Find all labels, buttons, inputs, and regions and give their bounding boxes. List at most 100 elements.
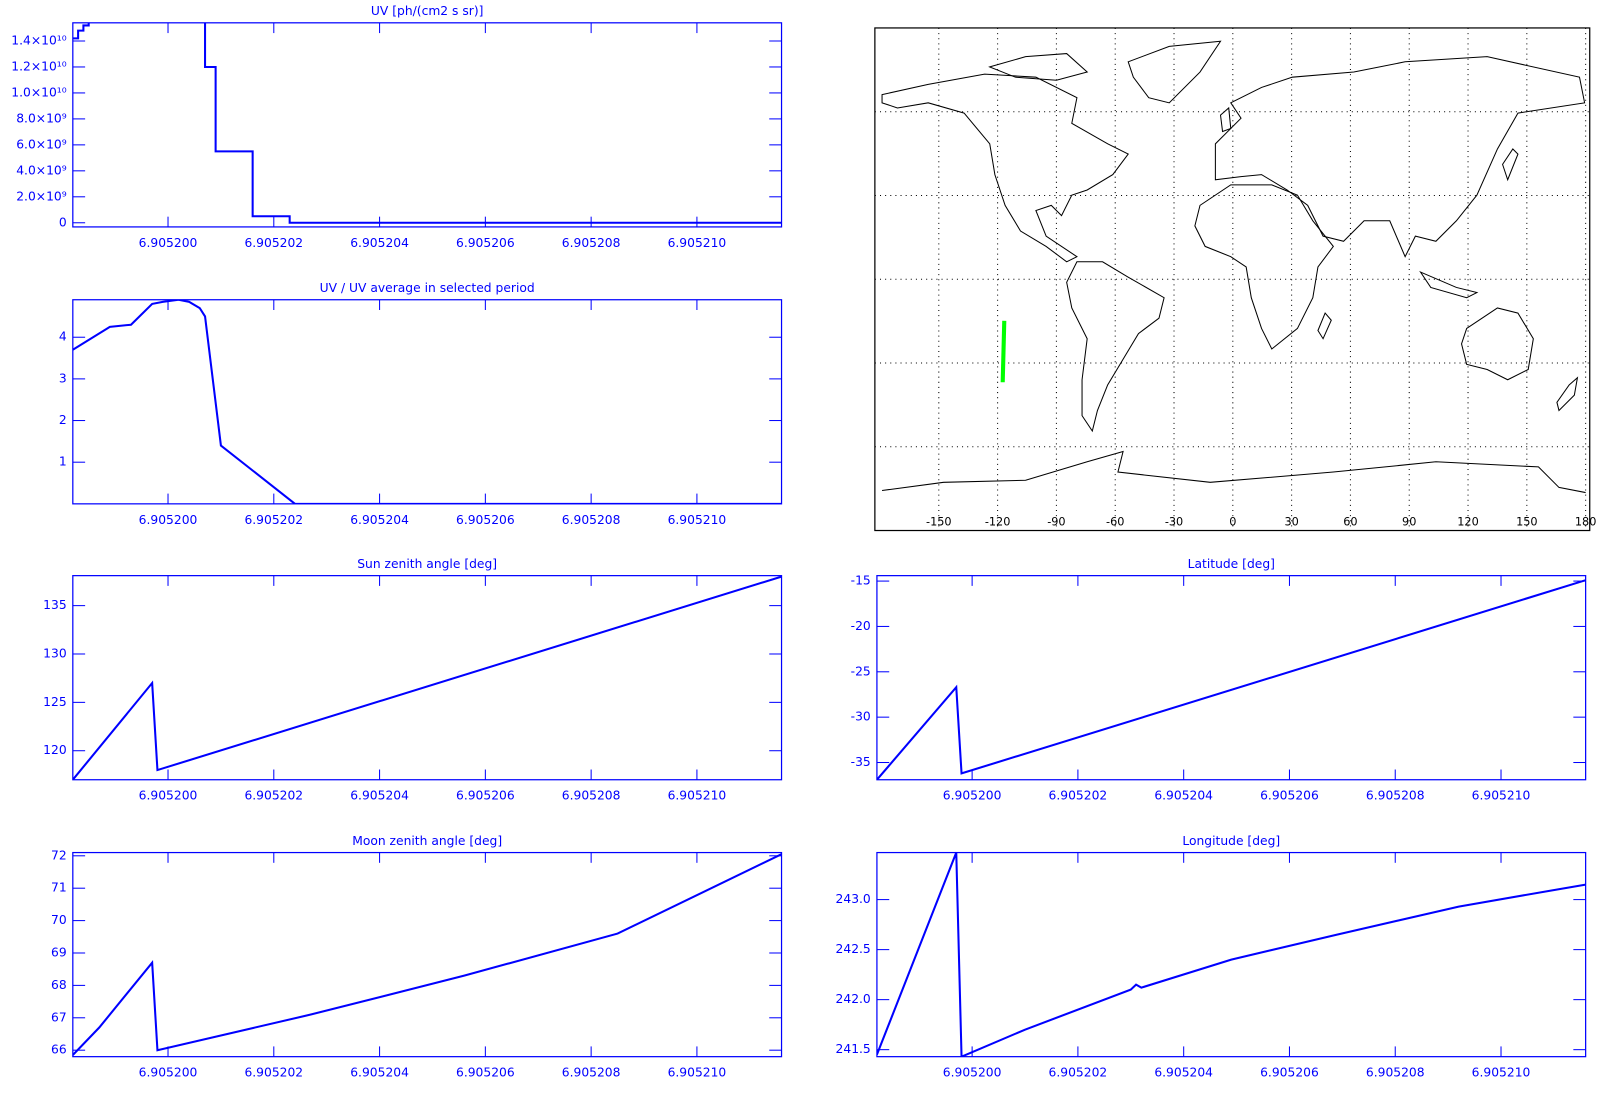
x-tick-label: 6.905200 bbox=[139, 236, 198, 250]
y-tick-label: 68 bbox=[51, 978, 67, 992]
coastlines bbox=[881, 40, 1586, 494]
y-tick-label: 130 bbox=[43, 646, 66, 660]
y-tick-label: 242.0 bbox=[836, 992, 871, 1006]
x-tick-label: 6.905200 bbox=[943, 789, 1002, 803]
x-tick-label: 6.905208 bbox=[562, 236, 621, 250]
y-tick-label: 125 bbox=[43, 695, 66, 709]
x-tick-label: 6.905202 bbox=[244, 1066, 303, 1080]
y-tick-label: 1.0×10¹⁰ bbox=[11, 85, 66, 99]
chart-title: Latitude [deg] bbox=[1188, 557, 1275, 571]
greenland bbox=[1127, 40, 1222, 104]
eurasia bbox=[1214, 56, 1586, 258]
x-tick-label: 120 bbox=[1457, 515, 1479, 528]
y-tick-label: -35 bbox=[851, 755, 871, 769]
y-tick-label: 6.0×10⁹ bbox=[16, 137, 67, 151]
north-america bbox=[881, 73, 1129, 263]
y-tick-label: 0 bbox=[59, 215, 67, 229]
south-america bbox=[1066, 261, 1165, 433]
x-tick-label: 150 bbox=[1516, 515, 1538, 528]
plot-frame bbox=[876, 575, 1587, 781]
x-tick-label: 6.905200 bbox=[139, 789, 198, 803]
ground-track bbox=[1000, 320, 1007, 383]
x-tick-label: 30 bbox=[1284, 515, 1298, 528]
series-line bbox=[72, 299, 782, 504]
x-tick-label: 6.905208 bbox=[1366, 1066, 1425, 1080]
x-tick-label: 6.905206 bbox=[456, 1066, 515, 1080]
x-tick-label: 6.905204 bbox=[350, 789, 409, 803]
x-tick-label: 6.905202 bbox=[1049, 1066, 1108, 1080]
x-tick-label: 6.905200 bbox=[139, 1066, 198, 1080]
y-tick-label: 135 bbox=[43, 598, 66, 612]
british-isles bbox=[1219, 106, 1232, 133]
y-tick-label: 66 bbox=[51, 1043, 67, 1057]
y-tick-label: 1.2×10¹⁰ bbox=[11, 59, 66, 73]
x-tick-label: 6.905208 bbox=[562, 1066, 621, 1080]
x-tick-label: 6.905202 bbox=[1049, 789, 1108, 803]
y-tick-label: 70 bbox=[51, 913, 67, 927]
chart-title: Longitude [deg] bbox=[1182, 834, 1280, 848]
x-tick-label: 6.905210 bbox=[668, 236, 727, 250]
x-tick-label: 6.905204 bbox=[1154, 789, 1213, 803]
plot-frame bbox=[876, 851, 1587, 1058]
series-line bbox=[72, 853, 782, 1056]
series-line bbox=[72, 575, 782, 780]
plot-frame bbox=[72, 22, 783, 228]
australia bbox=[1461, 307, 1534, 381]
y-tick-label: 71 bbox=[51, 881, 67, 895]
x-tick-label: -90 bbox=[1047, 515, 1065, 528]
x-tick-label: -30 bbox=[1165, 515, 1183, 528]
x-tick-label: 6.905206 bbox=[456, 236, 515, 250]
panel: -150 -120 -90 -60 -30 0 30 60 90 120 150 180 bbox=[874, 27, 1596, 531]
x-tick-label: 6.905210 bbox=[668, 513, 727, 527]
africa bbox=[1194, 184, 1334, 350]
y-tick-label: 120 bbox=[43, 743, 66, 757]
x-tick-label: 6.905208 bbox=[1366, 789, 1425, 803]
chart-title: Sun zenith angle [deg] bbox=[357, 557, 497, 571]
x-tick-label: 6.905210 bbox=[1472, 1066, 1531, 1080]
x-tick-label: 0 bbox=[1229, 515, 1236, 528]
plot-frame bbox=[72, 575, 783, 781]
y-tick-label: 242.5 bbox=[836, 942, 871, 956]
y-tick-label: 67 bbox=[51, 1010, 67, 1024]
x-tick-label: 6.905206 bbox=[1260, 789, 1319, 803]
x-tick-label: 6.905210 bbox=[668, 1066, 727, 1080]
x-tick-label: -150 bbox=[926, 515, 952, 528]
japan bbox=[1501, 148, 1519, 182]
antarctica bbox=[881, 450, 1586, 494]
y-tick-label: -20 bbox=[851, 619, 871, 633]
panel: Moon zenith angle [deg] 6.905200 6.905202 6… bbox=[51, 834, 783, 1080]
y-tick-label: 243.0 bbox=[836, 892, 871, 906]
x-tick-label: 6.905200 bbox=[943, 1066, 1002, 1080]
x-tick-label: 6.905204 bbox=[1154, 1066, 1213, 1080]
y-tick-label: -25 bbox=[851, 664, 871, 678]
y-tick-label: 69 bbox=[51, 945, 67, 959]
panel: UV [ph/(cm2 s sr)] 6.905200 6.905202 6.9052… bbox=[11, 4, 783, 250]
x-tick-label: 6.905204 bbox=[350, 1066, 409, 1080]
plot-frame bbox=[72, 299, 783, 505]
x-tick-label: 6.905202 bbox=[244, 789, 303, 803]
y-tick-label: -15 bbox=[851, 574, 871, 588]
x-tick-label: 6.905210 bbox=[1472, 789, 1531, 803]
y-tick-label: 2.0×10⁹ bbox=[16, 189, 67, 203]
y-tick-label: 1.4×10¹⁰ bbox=[11, 33, 66, 47]
y-tick-label: 241.5 bbox=[836, 1042, 871, 1056]
x-tick-label: 6.905206 bbox=[1260, 1066, 1319, 1080]
panel: Sun zenith angle [deg] 6.905200 6.905202 6.… bbox=[43, 557, 783, 803]
y-tick-label: 3 bbox=[59, 371, 67, 385]
y-tick-label: -30 bbox=[851, 710, 871, 724]
x-tick-label: 6.905208 bbox=[562, 513, 621, 527]
x-tick-label: 6.905206 bbox=[456, 513, 515, 527]
series-line bbox=[876, 852, 1586, 1057]
panel: UV / UV average in selected period 6.9052… bbox=[59, 281, 783, 527]
y-tick-label: 72 bbox=[51, 848, 67, 862]
series-line bbox=[72, 22, 782, 224]
y-tick-label: 8.0×10⁹ bbox=[16, 111, 67, 125]
series-line bbox=[876, 579, 1586, 780]
indonesia bbox=[1419, 270, 1479, 299]
y-tick-label: 4 bbox=[59, 330, 67, 344]
map-frame bbox=[874, 27, 1591, 532]
panel: Longitude [deg] 6.905200 6.905202 6.905204 6… bbox=[836, 834, 1587, 1080]
x-tick-label: 60 bbox=[1343, 515, 1357, 528]
new-zealand bbox=[1556, 376, 1579, 412]
